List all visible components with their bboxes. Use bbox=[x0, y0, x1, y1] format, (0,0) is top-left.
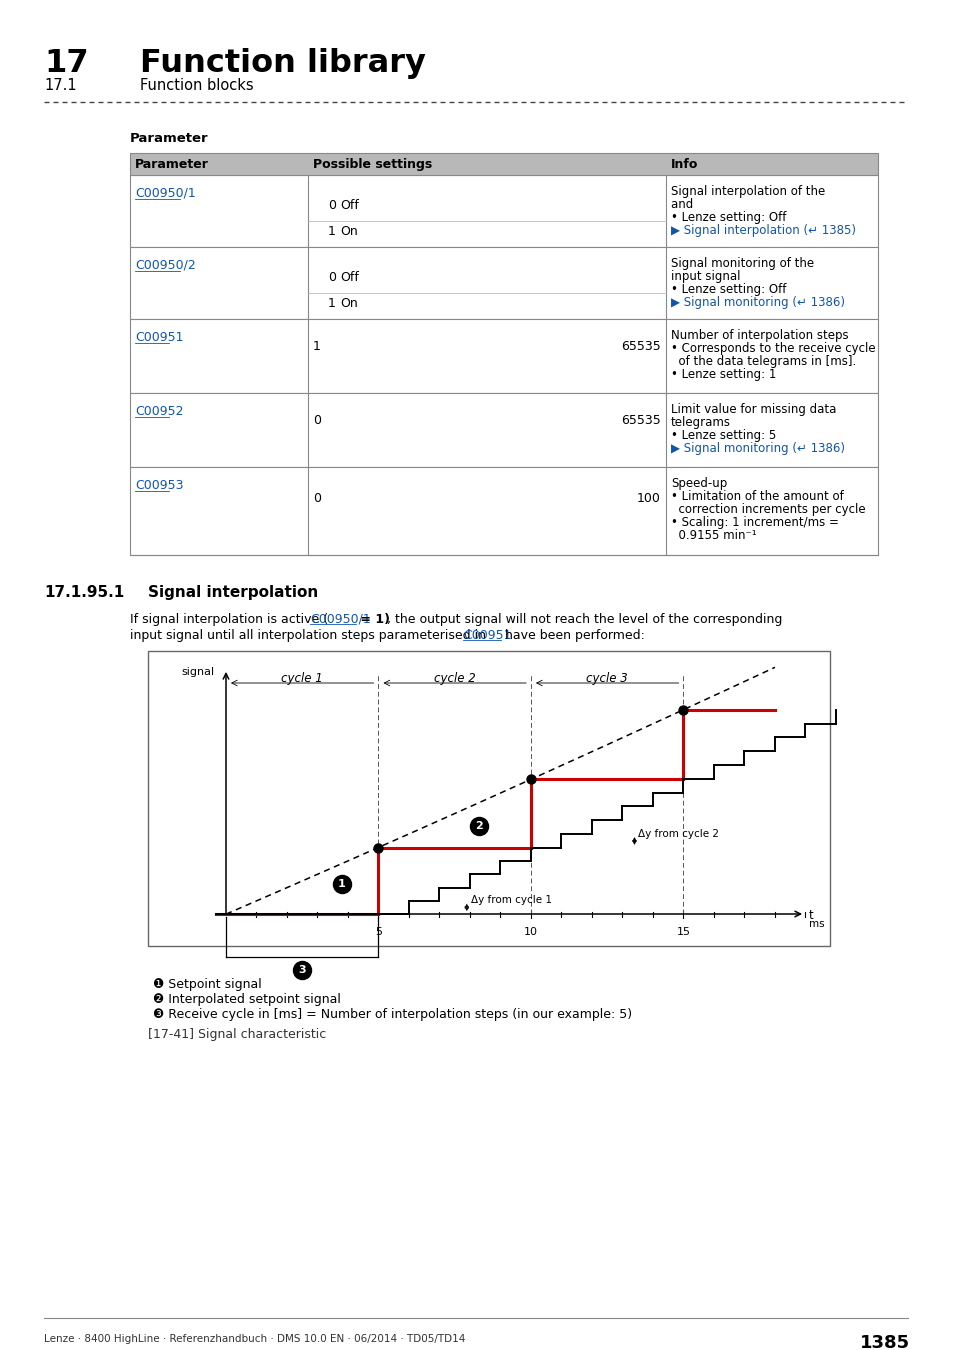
Bar bbox=[130, 176, 877, 247]
Text: 0: 0 bbox=[328, 198, 335, 212]
Bar bbox=[130, 467, 877, 555]
Text: • Limitation of the amount of: • Limitation of the amount of bbox=[670, 490, 842, 504]
Text: 15: 15 bbox=[676, 927, 690, 937]
Text: C00951: C00951 bbox=[462, 629, 511, 643]
Text: correction increments per cycle: correction increments per cycle bbox=[670, 504, 864, 516]
Text: input signal: input signal bbox=[670, 270, 740, 284]
Text: C00950/1: C00950/1 bbox=[310, 613, 371, 626]
Text: cycle 1: cycle 1 bbox=[281, 672, 323, 684]
Text: ms: ms bbox=[808, 919, 823, 929]
Text: 0: 0 bbox=[313, 413, 320, 427]
Text: 1: 1 bbox=[328, 297, 335, 310]
Text: Δy from cycle 1: Δy from cycle 1 bbox=[470, 895, 551, 906]
Text: Off: Off bbox=[339, 271, 358, 284]
Text: , the output signal will not reach the level of the corresponding: , the output signal will not reach the l… bbox=[387, 613, 781, 626]
Text: If signal interpolation is active (: If signal interpolation is active ( bbox=[130, 613, 328, 626]
Text: of the data telegrams in [ms].: of the data telegrams in [ms]. bbox=[670, 355, 856, 369]
Text: Limit value for missing data: Limit value for missing data bbox=[670, 404, 836, 416]
Text: On: On bbox=[339, 225, 357, 238]
Text: 0: 0 bbox=[328, 271, 335, 284]
Text: C00953: C00953 bbox=[135, 479, 183, 491]
Text: 17.1.95.1: 17.1.95.1 bbox=[44, 585, 124, 599]
Text: 3: 3 bbox=[298, 965, 306, 975]
Bar bbox=[130, 247, 877, 319]
Text: • Scaling: 1 increment/ms =: • Scaling: 1 increment/ms = bbox=[670, 516, 838, 529]
Text: ▶ Signal interpolation (↵ 1385): ▶ Signal interpolation (↵ 1385) bbox=[670, 224, 855, 238]
Text: 10: 10 bbox=[523, 927, 537, 937]
Text: Signal interpolation: Signal interpolation bbox=[148, 585, 318, 599]
Text: ▶ Signal monitoring (↵ 1386): ▶ Signal monitoring (↵ 1386) bbox=[670, 296, 844, 309]
Text: Lenze · 8400 HighLine · Referenzhandbuch · DMS 10.0 EN · 06/2014 · TD05/TD14: Lenze · 8400 HighLine · Referenzhandbuch… bbox=[44, 1334, 465, 1345]
Text: ❸ Receive cycle in [ms] = Number of interpolation steps (in our example: 5): ❸ Receive cycle in [ms] = Number of inte… bbox=[152, 1008, 632, 1021]
Text: • Lenze setting: 1: • Lenze setting: 1 bbox=[670, 369, 776, 381]
Text: [17-41] Signal characteristic: [17-41] Signal characteristic bbox=[148, 1027, 326, 1041]
Text: cycle 3: cycle 3 bbox=[586, 672, 627, 684]
Text: 5: 5 bbox=[375, 927, 381, 937]
Text: Parameter: Parameter bbox=[130, 132, 209, 144]
Text: • Lenze setting: 5: • Lenze setting: 5 bbox=[670, 429, 776, 441]
Text: 0.9155 min⁻¹: 0.9155 min⁻¹ bbox=[670, 529, 756, 541]
Text: ❶ Setpoint signal: ❶ Setpoint signal bbox=[152, 977, 261, 991]
Text: Signal monitoring of the: Signal monitoring of the bbox=[670, 256, 817, 270]
Text: 2: 2 bbox=[475, 821, 482, 832]
Text: 1: 1 bbox=[337, 879, 345, 890]
Text: Function blocks: Function blocks bbox=[140, 78, 253, 93]
Text: 100: 100 bbox=[637, 491, 660, 505]
Text: cycle 2: cycle 2 bbox=[434, 672, 476, 684]
Text: signal: signal bbox=[181, 667, 213, 676]
Text: C00950/2: C00950/2 bbox=[135, 259, 195, 271]
Bar bbox=[130, 393, 877, 467]
Text: t: t bbox=[808, 909, 813, 922]
Bar bbox=[130, 319, 877, 393]
Text: and: and bbox=[670, 198, 697, 211]
Text: C00952: C00952 bbox=[135, 405, 183, 418]
Text: ❷ Interpolated setpoint signal: ❷ Interpolated setpoint signal bbox=[152, 994, 340, 1006]
Text: Possible settings: Possible settings bbox=[313, 158, 432, 171]
Text: Parameter: Parameter bbox=[135, 158, 209, 171]
Text: C00950/1: C00950/1 bbox=[135, 188, 195, 200]
Text: Signal interpolation of the: Signal interpolation of the bbox=[670, 185, 828, 198]
Text: 17: 17 bbox=[44, 49, 89, 80]
Text: 65535: 65535 bbox=[620, 413, 660, 427]
Text: Number of interpolation steps: Number of interpolation steps bbox=[670, 329, 848, 342]
Text: 0: 0 bbox=[313, 491, 320, 505]
Text: 1: 1 bbox=[328, 225, 335, 238]
Bar bbox=[130, 153, 877, 176]
Text: Δy from cycle 2: Δy from cycle 2 bbox=[638, 829, 719, 838]
Text: On: On bbox=[339, 297, 357, 310]
Text: 1: 1 bbox=[313, 340, 320, 352]
Text: Info: Info bbox=[670, 158, 698, 171]
Text: 1385: 1385 bbox=[859, 1334, 909, 1350]
Text: C00951: C00951 bbox=[135, 331, 183, 344]
Text: 65535: 65535 bbox=[620, 340, 660, 352]
Text: input signal until all interpolation steps parameterised in: input signal until all interpolation ste… bbox=[130, 629, 490, 643]
Text: Speed-up: Speed-up bbox=[670, 477, 726, 490]
Text: have been performed:: have been performed: bbox=[500, 629, 644, 643]
Text: 17.1: 17.1 bbox=[44, 78, 76, 93]
Text: telegrams: telegrams bbox=[670, 416, 730, 429]
Text: • Corresponds to the receive cycle: • Corresponds to the receive cycle bbox=[670, 342, 875, 355]
Text: • Lenze setting: Off: • Lenze setting: Off bbox=[670, 284, 785, 296]
Text: = 1): = 1) bbox=[355, 613, 390, 626]
Bar bbox=[148, 651, 829, 946]
Text: • Lenze setting: Off: • Lenze setting: Off bbox=[670, 211, 785, 224]
Text: ▶ Signal monitoring (↵ 1386): ▶ Signal monitoring (↵ 1386) bbox=[670, 441, 844, 455]
Text: Off: Off bbox=[339, 198, 358, 212]
Text: Function library: Function library bbox=[140, 49, 425, 80]
